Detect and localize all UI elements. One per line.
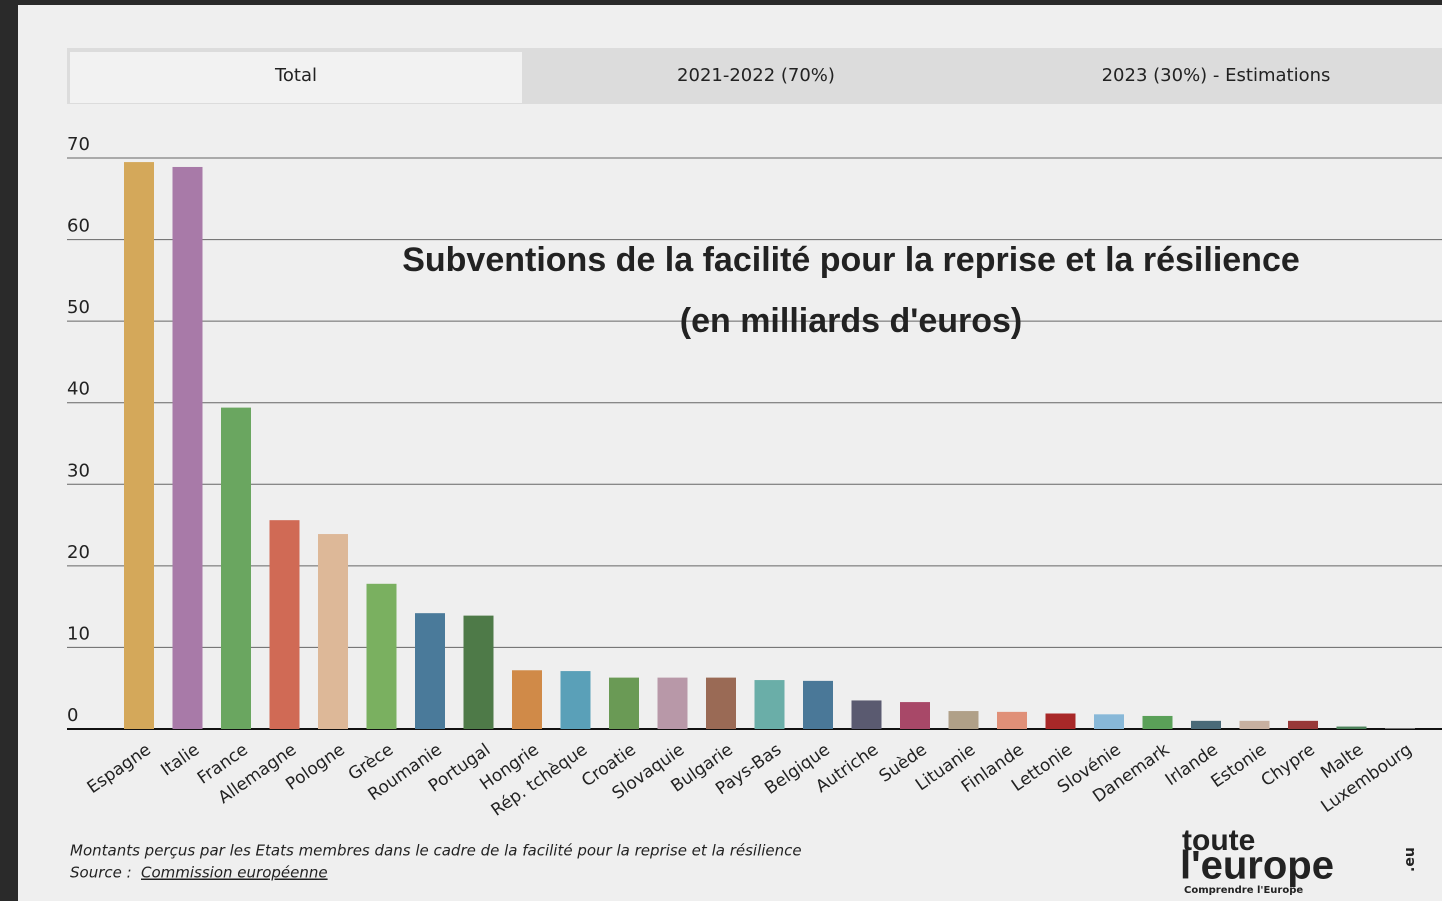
bar bbox=[1288, 721, 1318, 729]
page: Total 2021-2022 (70%) 2023 (30%) - Estimat… bbox=[0, 0, 1442, 901]
source-link[interactable]: Commission européenne bbox=[141, 864, 328, 882]
bar bbox=[803, 681, 833, 729]
bar bbox=[1046, 714, 1076, 729]
bar bbox=[561, 671, 591, 729]
bar bbox=[124, 162, 154, 729]
bar bbox=[1143, 716, 1173, 729]
bar bbox=[1385, 728, 1415, 729]
tab[interactable]: Total bbox=[70, 52, 522, 103]
y-tick-label: 30 bbox=[67, 460, 90, 481]
tab-label[interactable]: 2021-2022 (70%) bbox=[677, 65, 835, 86]
bar bbox=[609, 678, 639, 729]
y-tick-label: 10 bbox=[67, 623, 90, 644]
y-tick-label: 50 bbox=[67, 297, 90, 318]
logo-tagline: Comprendre l'Europe bbox=[1184, 885, 1303, 896]
bar bbox=[270, 520, 300, 729]
bar bbox=[221, 408, 251, 729]
logo-suffix: .eu bbox=[1402, 847, 1418, 872]
bar bbox=[512, 670, 542, 729]
tab[interactable]: 2021-2022 (70%) bbox=[522, 52, 990, 103]
tab-label[interactable]: Total bbox=[274, 65, 317, 86]
bar bbox=[173, 167, 203, 729]
y-tick-label: 0 bbox=[67, 705, 78, 726]
bar bbox=[464, 616, 494, 729]
bar bbox=[706, 678, 736, 729]
bar bbox=[997, 712, 1027, 729]
y-tick-label: 70 bbox=[67, 134, 90, 155]
logo-line2: l'europe bbox=[1180, 844, 1334, 888]
y-tick-label: 20 bbox=[67, 542, 90, 563]
chart-subtitle: (en milliards d'euros) bbox=[680, 302, 1023, 340]
tab[interactable]: 2023 (30%) - Estimations bbox=[990, 52, 1442, 103]
bar bbox=[1094, 714, 1124, 729]
footer-note: Montants perçus par les Etats membres da… bbox=[70, 842, 802, 860]
bar bbox=[367, 584, 397, 729]
chart: Total 2021-2022 (70%) 2023 (30%) - Estimat… bbox=[0, 0, 1442, 901]
bar bbox=[900, 702, 930, 729]
tab-label[interactable]: 2023 (30%) - Estimations bbox=[1102, 65, 1331, 86]
bar bbox=[318, 534, 348, 729]
bar bbox=[755, 680, 785, 729]
y-tick-label: 40 bbox=[67, 379, 90, 400]
chart-title: Subventions de la facilité pour la repri… bbox=[402, 241, 1300, 279]
bar bbox=[415, 613, 445, 729]
bar bbox=[1337, 727, 1367, 729]
bar bbox=[1191, 721, 1221, 729]
source-label: Source : bbox=[70, 864, 132, 882]
bar bbox=[658, 678, 688, 729]
bar bbox=[1240, 721, 1270, 729]
bar bbox=[949, 711, 979, 729]
bar bbox=[852, 700, 882, 729]
y-tick-label: 60 bbox=[67, 216, 90, 237]
